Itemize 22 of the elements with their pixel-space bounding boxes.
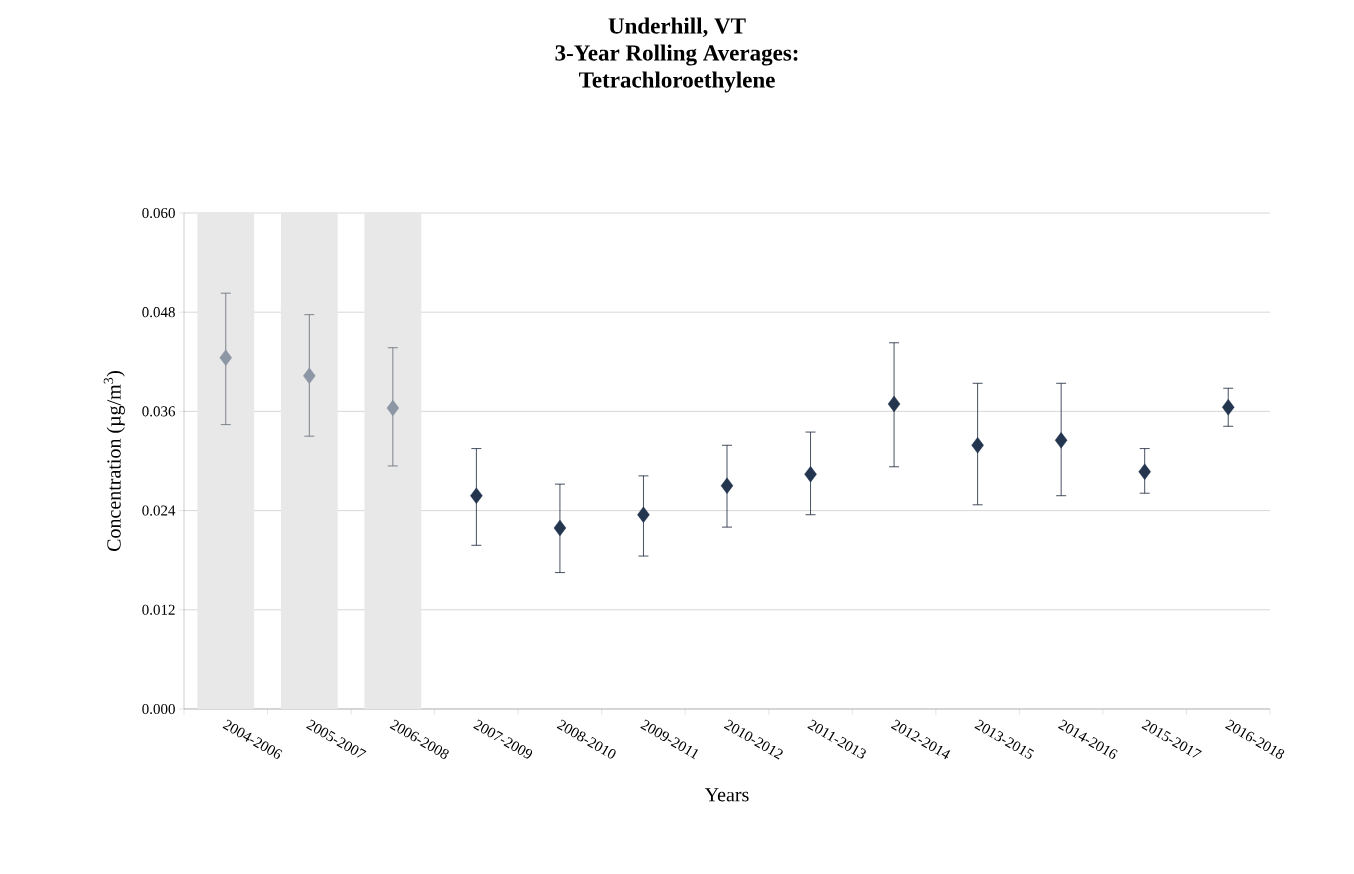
y-tick-label: 0.036 [142,406,176,417]
y-tick-label: 0.024 [142,505,176,516]
point [971,437,984,454]
y-tick-label: 0.012 [142,604,175,615]
point [553,519,567,537]
point [386,399,400,417]
point [303,367,316,385]
y-tick-label: 0.060 [142,207,175,219]
point [720,477,734,494]
point [887,395,901,413]
y-tick-label: 0.048 [142,307,175,318]
y-axis-title: Concentration (µg/m$^{3}$) [103,370,125,552]
point [1054,432,1068,449]
point [1138,463,1151,480]
point [1222,399,1235,416]
x-axis-title: Years [704,788,749,802]
y-tick-label: 0.000 [142,703,175,715]
chart-title: Underhill, VT 3-Year Rolling Averages: Tetrachloroethylene [555,17,798,93]
point [470,487,483,504]
point [219,349,232,366]
point [637,506,650,523]
point [804,466,817,483]
